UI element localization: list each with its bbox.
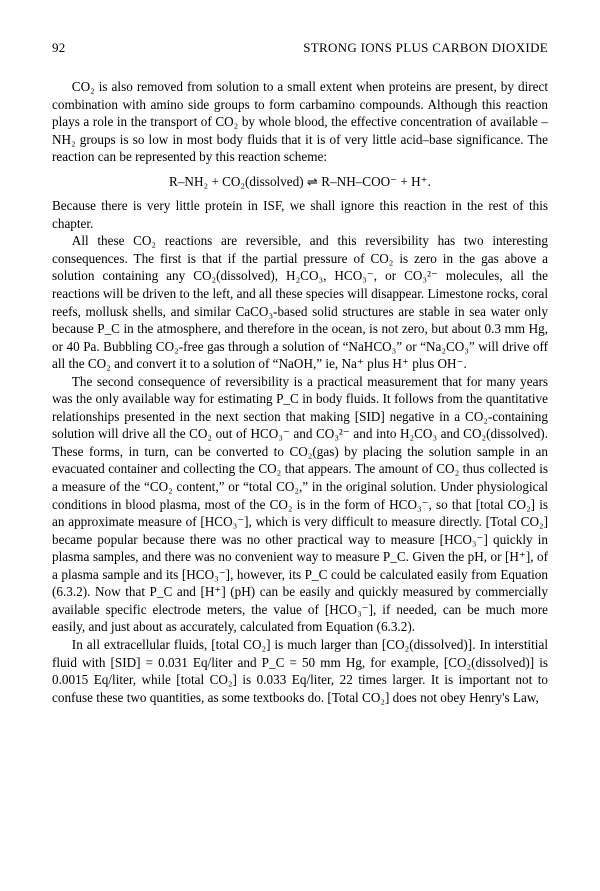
paragraph-2: Because there is very little protein in …: [52, 197, 548, 232]
body-text: CO₂ is also removed from solution to a s…: [52, 78, 548, 706]
page-number: 92: [52, 40, 66, 56]
paragraph-1: CO₂ is also removed from solution to a s…: [52, 78, 548, 166]
paragraph-3: All these CO₂ reactions are reversible, …: [52, 232, 548, 372]
paragraph-5: In all extracellular fluids, [total CO₂]…: [52, 636, 548, 706]
paragraph-4: The second consequence of reversibility …: [52, 373, 548, 636]
page-header: 92 STRONG IONS PLUS CARBON DIOXIDE: [52, 40, 548, 56]
page-container: 92 STRONG IONS PLUS CARBON DIOXIDE CO₂ i…: [0, 0, 600, 891]
chapter-title: STRONG IONS PLUS CARBON DIOXIDE: [303, 40, 548, 56]
reaction-equation: R–NH₂ + CO₂(dissolved) ⇌ R–NH–COO⁻ + H⁺.: [52, 173, 548, 191]
